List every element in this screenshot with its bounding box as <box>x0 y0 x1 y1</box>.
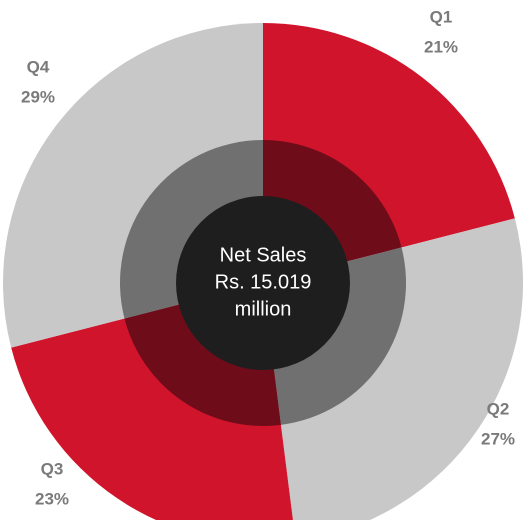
category-label: Q4 <box>27 57 50 76</box>
value-label: 23% <box>35 489 69 508</box>
value-label: 27% <box>481 429 515 448</box>
category-label: Q3 <box>41 459 64 478</box>
value-label: 21% <box>424 37 458 56</box>
center-text: Rs. 15.019 <box>215 271 312 293</box>
value-label: 29% <box>21 87 55 106</box>
center-text: million <box>235 298 292 320</box>
category-label: Q1 <box>430 7 453 26</box>
center-circle <box>176 196 350 370</box>
category-label: Q2 <box>487 399 510 418</box>
center-text: Net Sales <box>220 244 307 266</box>
